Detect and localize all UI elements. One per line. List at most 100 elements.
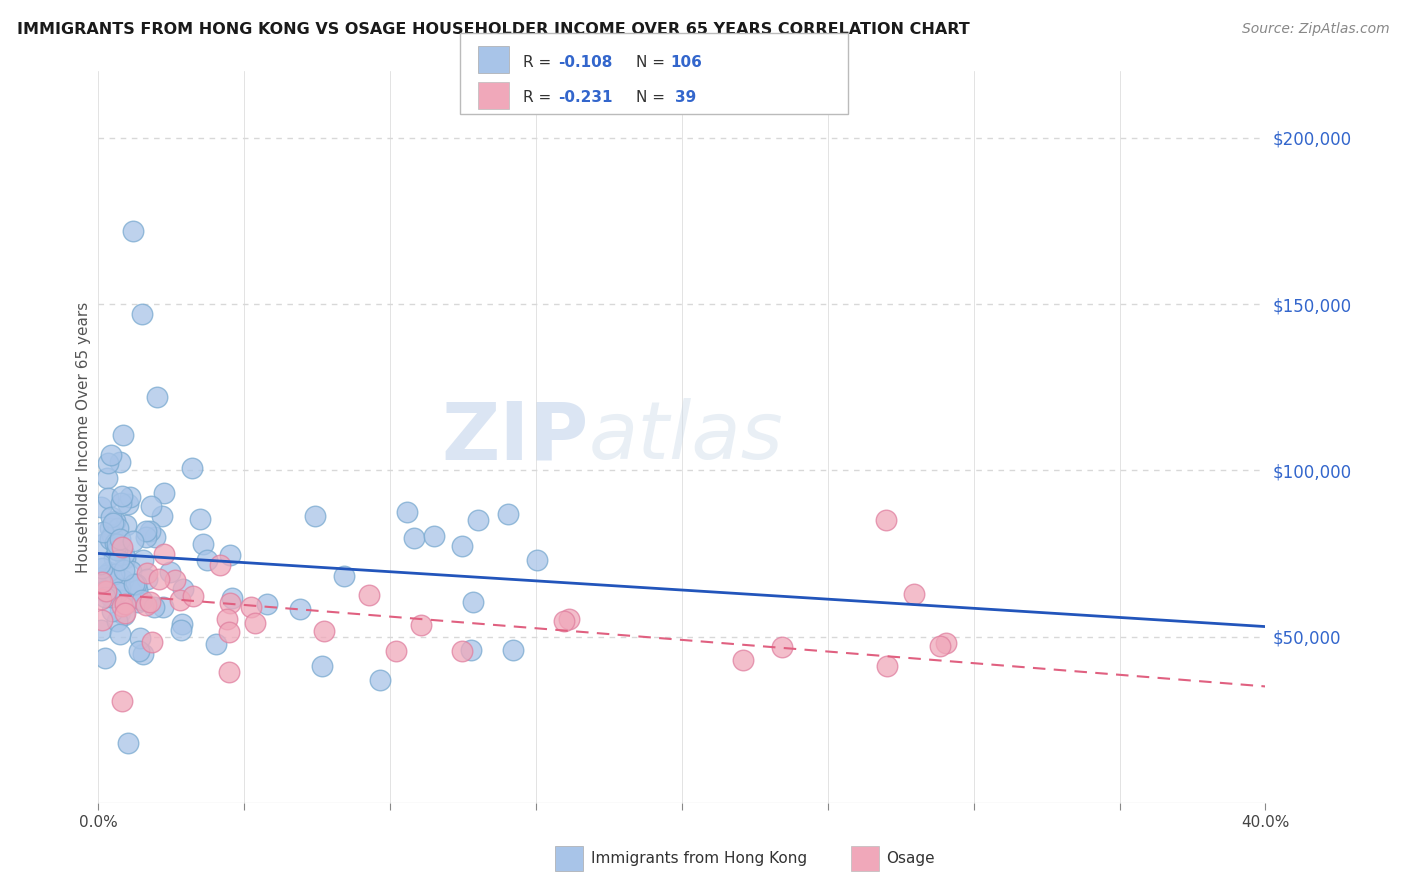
Point <box>105 537 128 551</box>
Text: Immigrants from Hong Kong: Immigrants from Hong Kong <box>591 851 807 865</box>
Point <box>181 461 204 475</box>
Point <box>100 510 122 524</box>
Point <box>170 623 193 637</box>
Point <box>395 505 418 519</box>
Point <box>731 653 754 667</box>
Point <box>90 500 112 515</box>
Point <box>104 526 127 541</box>
Point <box>131 593 153 607</box>
Point <box>107 585 129 599</box>
Point <box>139 594 162 608</box>
Point <box>90 624 112 638</box>
Point <box>311 659 333 673</box>
Point <box>89 592 111 607</box>
Point <box>127 583 149 598</box>
Point <box>111 573 134 587</box>
Point <box>115 518 138 533</box>
Point <box>215 612 238 626</box>
Point <box>423 528 446 542</box>
Point <box>110 541 132 555</box>
Point <box>104 514 127 528</box>
Text: Source: ZipAtlas.com: Source: ZipAtlas.com <box>1241 22 1389 37</box>
Point <box>108 552 131 566</box>
Point <box>467 513 489 527</box>
Point <box>159 565 181 579</box>
Text: -0.108: -0.108 <box>558 54 613 70</box>
Point <box>139 499 162 513</box>
Point <box>108 581 131 595</box>
Point <box>450 644 472 658</box>
Text: atlas: atlas <box>589 398 783 476</box>
Point <box>135 598 157 612</box>
Point <box>451 540 474 554</box>
Point <box>98 532 121 546</box>
Point <box>332 569 354 583</box>
Point <box>101 604 124 618</box>
Point <box>122 577 145 591</box>
Point <box>553 614 575 628</box>
Point <box>312 624 335 638</box>
Point <box>138 524 160 538</box>
Point <box>96 567 118 582</box>
Text: IMMIGRANTS FROM HONG KONG VS OSAGE HOUSEHOLDER INCOME OVER 65 YEARS CORRELATION : IMMIGRANTS FROM HONG KONG VS OSAGE HOUSE… <box>17 22 970 37</box>
Point <box>129 631 152 645</box>
Point <box>461 595 484 609</box>
Point <box>148 572 170 586</box>
Point <box>132 553 155 567</box>
Point <box>89 557 111 571</box>
Point <box>111 540 134 554</box>
Point <box>146 390 169 404</box>
Point <box>94 584 117 599</box>
Point <box>256 597 278 611</box>
Point <box>111 427 134 442</box>
Point <box>100 591 122 605</box>
Point <box>193 537 215 551</box>
Point <box>94 591 117 605</box>
Point <box>103 551 125 566</box>
Point <box>108 540 131 554</box>
Point <box>152 599 174 614</box>
Point <box>288 602 311 616</box>
Text: 106: 106 <box>671 54 703 70</box>
Point <box>496 507 519 521</box>
Point <box>125 576 148 591</box>
Point <box>188 512 211 526</box>
Point <box>218 665 240 679</box>
Point <box>136 572 159 586</box>
Point <box>122 224 145 238</box>
Point <box>90 574 112 589</box>
Point <box>120 564 142 578</box>
Point <box>97 491 120 505</box>
Point <box>96 471 118 485</box>
Point <box>110 496 132 510</box>
Point <box>145 530 167 544</box>
Point <box>114 597 136 611</box>
Point <box>114 551 136 566</box>
Point <box>209 558 232 573</box>
Point <box>875 513 897 527</box>
Point <box>172 617 194 632</box>
Text: R =: R = <box>523 90 557 105</box>
Point <box>195 552 218 566</box>
Point <box>97 456 120 470</box>
Text: R =: R = <box>523 54 557 70</box>
Point <box>105 614 128 628</box>
Point <box>110 694 132 708</box>
Point <box>460 642 482 657</box>
Text: N =: N = <box>636 90 669 105</box>
Point <box>93 537 115 551</box>
Point <box>558 612 581 626</box>
Point <box>204 637 226 651</box>
Point <box>172 582 194 596</box>
Point <box>219 596 242 610</box>
Point <box>141 635 163 649</box>
Point <box>153 486 176 500</box>
Y-axis label: Householder Income Over 65 years: Householder Income Over 65 years <box>76 301 91 573</box>
Point <box>112 607 135 622</box>
Text: Osage: Osage <box>886 851 935 865</box>
Point <box>108 532 131 546</box>
Point <box>368 673 391 688</box>
Point <box>239 600 262 615</box>
Point <box>90 614 112 628</box>
Point <box>122 534 145 549</box>
